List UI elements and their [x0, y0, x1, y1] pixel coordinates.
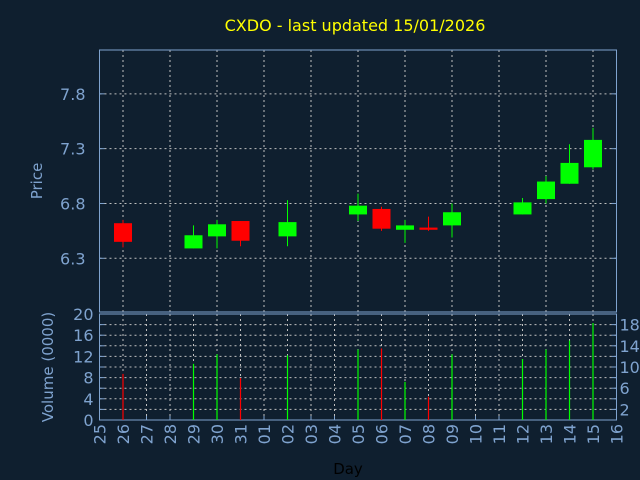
x-tick-label: 25 — [91, 424, 110, 444]
candle-body — [537, 181, 555, 200]
x-tick-label: 13 — [537, 424, 556, 444]
volume-tick-label: 16 — [73, 326, 93, 345]
x-tick-label: 31 — [232, 424, 251, 444]
candle-body — [114, 223, 132, 242]
volume-tick-label: 12 — [73, 347, 93, 366]
x-tick-label: 05 — [349, 424, 368, 444]
volume-axis-label: Volume (0000) — [39, 312, 57, 422]
volume-tick-label: 6 — [620, 379, 630, 398]
candle-body — [372, 208, 391, 229]
volume-tick-label: 0 — [83, 411, 93, 430]
x-tick-label: 04 — [326, 424, 345, 444]
candle-body — [231, 221, 250, 241]
x-tick-label: 12 — [514, 424, 533, 444]
volume-tick-label: 2 — [620, 400, 630, 419]
volume-tick-label: 20 — [73, 305, 93, 324]
x-tick-label: 09 — [443, 424, 462, 444]
volume-tick-label: 8 — [83, 369, 93, 388]
volume-tick-label: 4 — [83, 390, 93, 409]
x-tick-label: 03 — [302, 424, 321, 444]
volume-tick-label: 10 — [620, 358, 640, 377]
x-tick-label: 01 — [255, 424, 274, 444]
price-tick-label: 7.8 — [60, 85, 85, 104]
x-tick-label: 29 — [185, 424, 204, 444]
x-tick-label: 28 — [161, 424, 180, 444]
x-axis-label: Day — [333, 460, 363, 478]
y-axis-label: Price — [28, 163, 46, 200]
chart-title: CXDO - last updated 15/01/2026 — [225, 16, 486, 35]
price-tick-label: 7.3 — [60, 140, 85, 159]
price-plot-frame — [99, 49, 617, 313]
x-tick-label: 15 — [584, 424, 603, 444]
x-tick-label: 14 — [561, 424, 580, 444]
x-tick-label: 06 — [373, 424, 392, 444]
x-tick-label: 16 — [608, 424, 627, 444]
candle-body — [396, 225, 414, 230]
candle-body — [184, 235, 203, 249]
candle-body — [419, 227, 438, 230]
x-tick-label: 30 — [208, 424, 227, 444]
x-tick-label: 07 — [396, 424, 415, 444]
x-tick-label: 27 — [138, 424, 157, 444]
x-tick-label: 11 — [490, 424, 509, 444]
candle-body — [278, 222, 297, 237]
price-tick-label: 6.3 — [60, 249, 85, 268]
x-tick-label: 08 — [420, 424, 439, 444]
price-tick-label: 6.8 — [60, 194, 85, 213]
volume-tick-label: 18 — [620, 316, 640, 335]
candle-body — [513, 202, 532, 215]
volume-tick-label: 14 — [620, 337, 640, 356]
candle-body — [584, 139, 602, 168]
candle-body — [349, 205, 367, 215]
candle-body — [443, 212, 461, 226]
candle-body — [560, 162, 579, 184]
x-tick-label: 02 — [279, 424, 298, 444]
x-tick-label: 26 — [114, 424, 133, 444]
x-tick-label: 10 — [467, 424, 486, 444]
candle-body — [208, 224, 226, 237]
